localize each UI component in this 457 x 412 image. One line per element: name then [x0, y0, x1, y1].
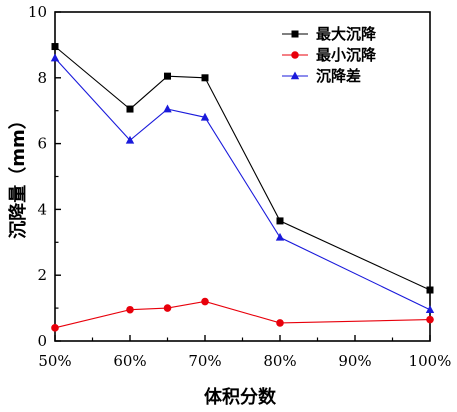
data-point	[426, 286, 434, 294]
axes	[54, 11, 431, 342]
data-point	[164, 72, 171, 80]
legend-item: 最小沉降	[282, 46, 377, 64]
data-point	[163, 104, 172, 113]
data-point	[201, 297, 209, 306]
data-point	[276, 217, 284, 225]
x-tick-label: 60%	[113, 352, 146, 370]
x-tick-label: 80%	[263, 352, 296, 370]
data-point	[200, 112, 210, 121]
data-point	[50, 53, 60, 62]
y-tick-label: 10	[28, 3, 47, 21]
y-tick-label: 4	[37, 200, 47, 218]
data-point	[275, 232, 285, 241]
series-line	[54, 46, 431, 291]
series-line	[54, 300, 431, 329]
data-point	[51, 43, 59, 51]
series-line	[54, 57, 431, 311]
legend-marker	[291, 51, 299, 59]
x-axis-title: 体积分数	[204, 386, 277, 408]
x-tick-label: 90%	[338, 352, 371, 370]
series-layer	[50, 43, 435, 332]
y-axis-title: 沉降量（mm）	[7, 111, 29, 239]
data-point	[425, 305, 435, 314]
data-point	[125, 135, 135, 144]
legend-label: 最小沉降	[316, 46, 377, 64]
series-1	[51, 43, 434, 294]
legend-item: 最大沉降	[282, 25, 377, 43]
legend-label: 最大沉降	[316, 25, 377, 43]
y-tick-label: 2	[37, 266, 47, 284]
legend-label: 沉降差	[316, 67, 361, 85]
x-tick-label: 50%	[38, 352, 71, 370]
data-point	[126, 105, 134, 113]
data-point	[201, 74, 209, 82]
y-tick-label: 6	[37, 135, 47, 153]
data-point	[276, 319, 284, 327]
y-tick-label: 0	[37, 332, 47, 350]
x-tick-label: 70%	[188, 352, 221, 370]
x-tick-label: 100%	[409, 352, 452, 370]
legend-marker	[290, 71, 300, 80]
tick-labels: 50% 60% 70% 80% 90% 100% 0 2 4 6 8 10	[28, 3, 452, 370]
y-tick-label: 8	[37, 69, 47, 87]
data-point	[426, 315, 434, 324]
legend-item: 沉降差	[282, 67, 361, 85]
data-point	[126, 305, 134, 314]
series-2	[51, 297, 434, 332]
legend-marker	[291, 30, 299, 38]
series-3	[50, 53, 435, 314]
data-point	[163, 304, 172, 312]
data-point	[51, 324, 59, 332]
